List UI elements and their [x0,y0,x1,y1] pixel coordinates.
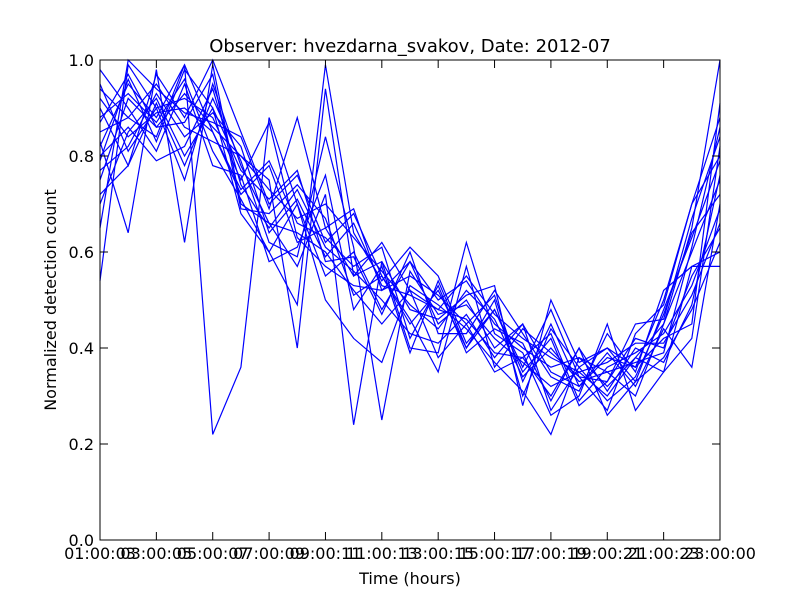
x-tick-label: 13:00:15 [402,544,474,563]
y-tick-label: 0.6 [69,243,94,262]
y-tick-label: 1.0 [69,51,94,70]
x-tick-label: 01:00:03 [64,544,136,563]
x-tick-label: 19:00:21 [571,544,643,563]
series-layer [99,58,721,436]
y-tick-label: 0.4 [69,339,94,358]
series-line-14 [99,68,720,393]
x-tick-label: 03:00:05 [120,544,192,563]
series-line-17 [99,92,721,402]
x-axis-label: Time (hours) [358,569,461,588]
x-tick-label: 23:00:00 [684,544,756,563]
series-line-9 [99,87,721,412]
x-tick-label: 15:00:17 [459,544,531,563]
series-line-15 [99,98,721,403]
y-axis-label: Normalized detection count [41,189,60,411]
y-tick-label: 0.0 [69,531,94,550]
tick-layer: 01:00:0303:00:0505:00:0707:00:0909:00:11… [64,51,756,563]
x-tick-label: 17:00:19 [515,544,587,563]
x-tick-label: 09:00:11 [290,544,362,563]
series-line-3 [99,58,721,407]
x-tick-label: 11:00:13 [346,544,418,563]
series-line-18 [99,69,721,398]
y-tick-label: 0.2 [69,435,94,454]
plot-frame [99,59,721,541]
series-line-11 [99,64,721,412]
x-tick-label: 21:00:23 [628,544,700,563]
chart-title: Observer: hvezdarna_svakov, Date: 2012-0… [209,36,611,57]
series-line-5 [99,59,721,436]
y-tick-label: 0.8 [69,147,94,166]
series-line-8 [99,83,721,388]
x-tick-label: 07:00:09 [233,544,305,563]
x-tick-label: 05:00:07 [177,544,249,563]
